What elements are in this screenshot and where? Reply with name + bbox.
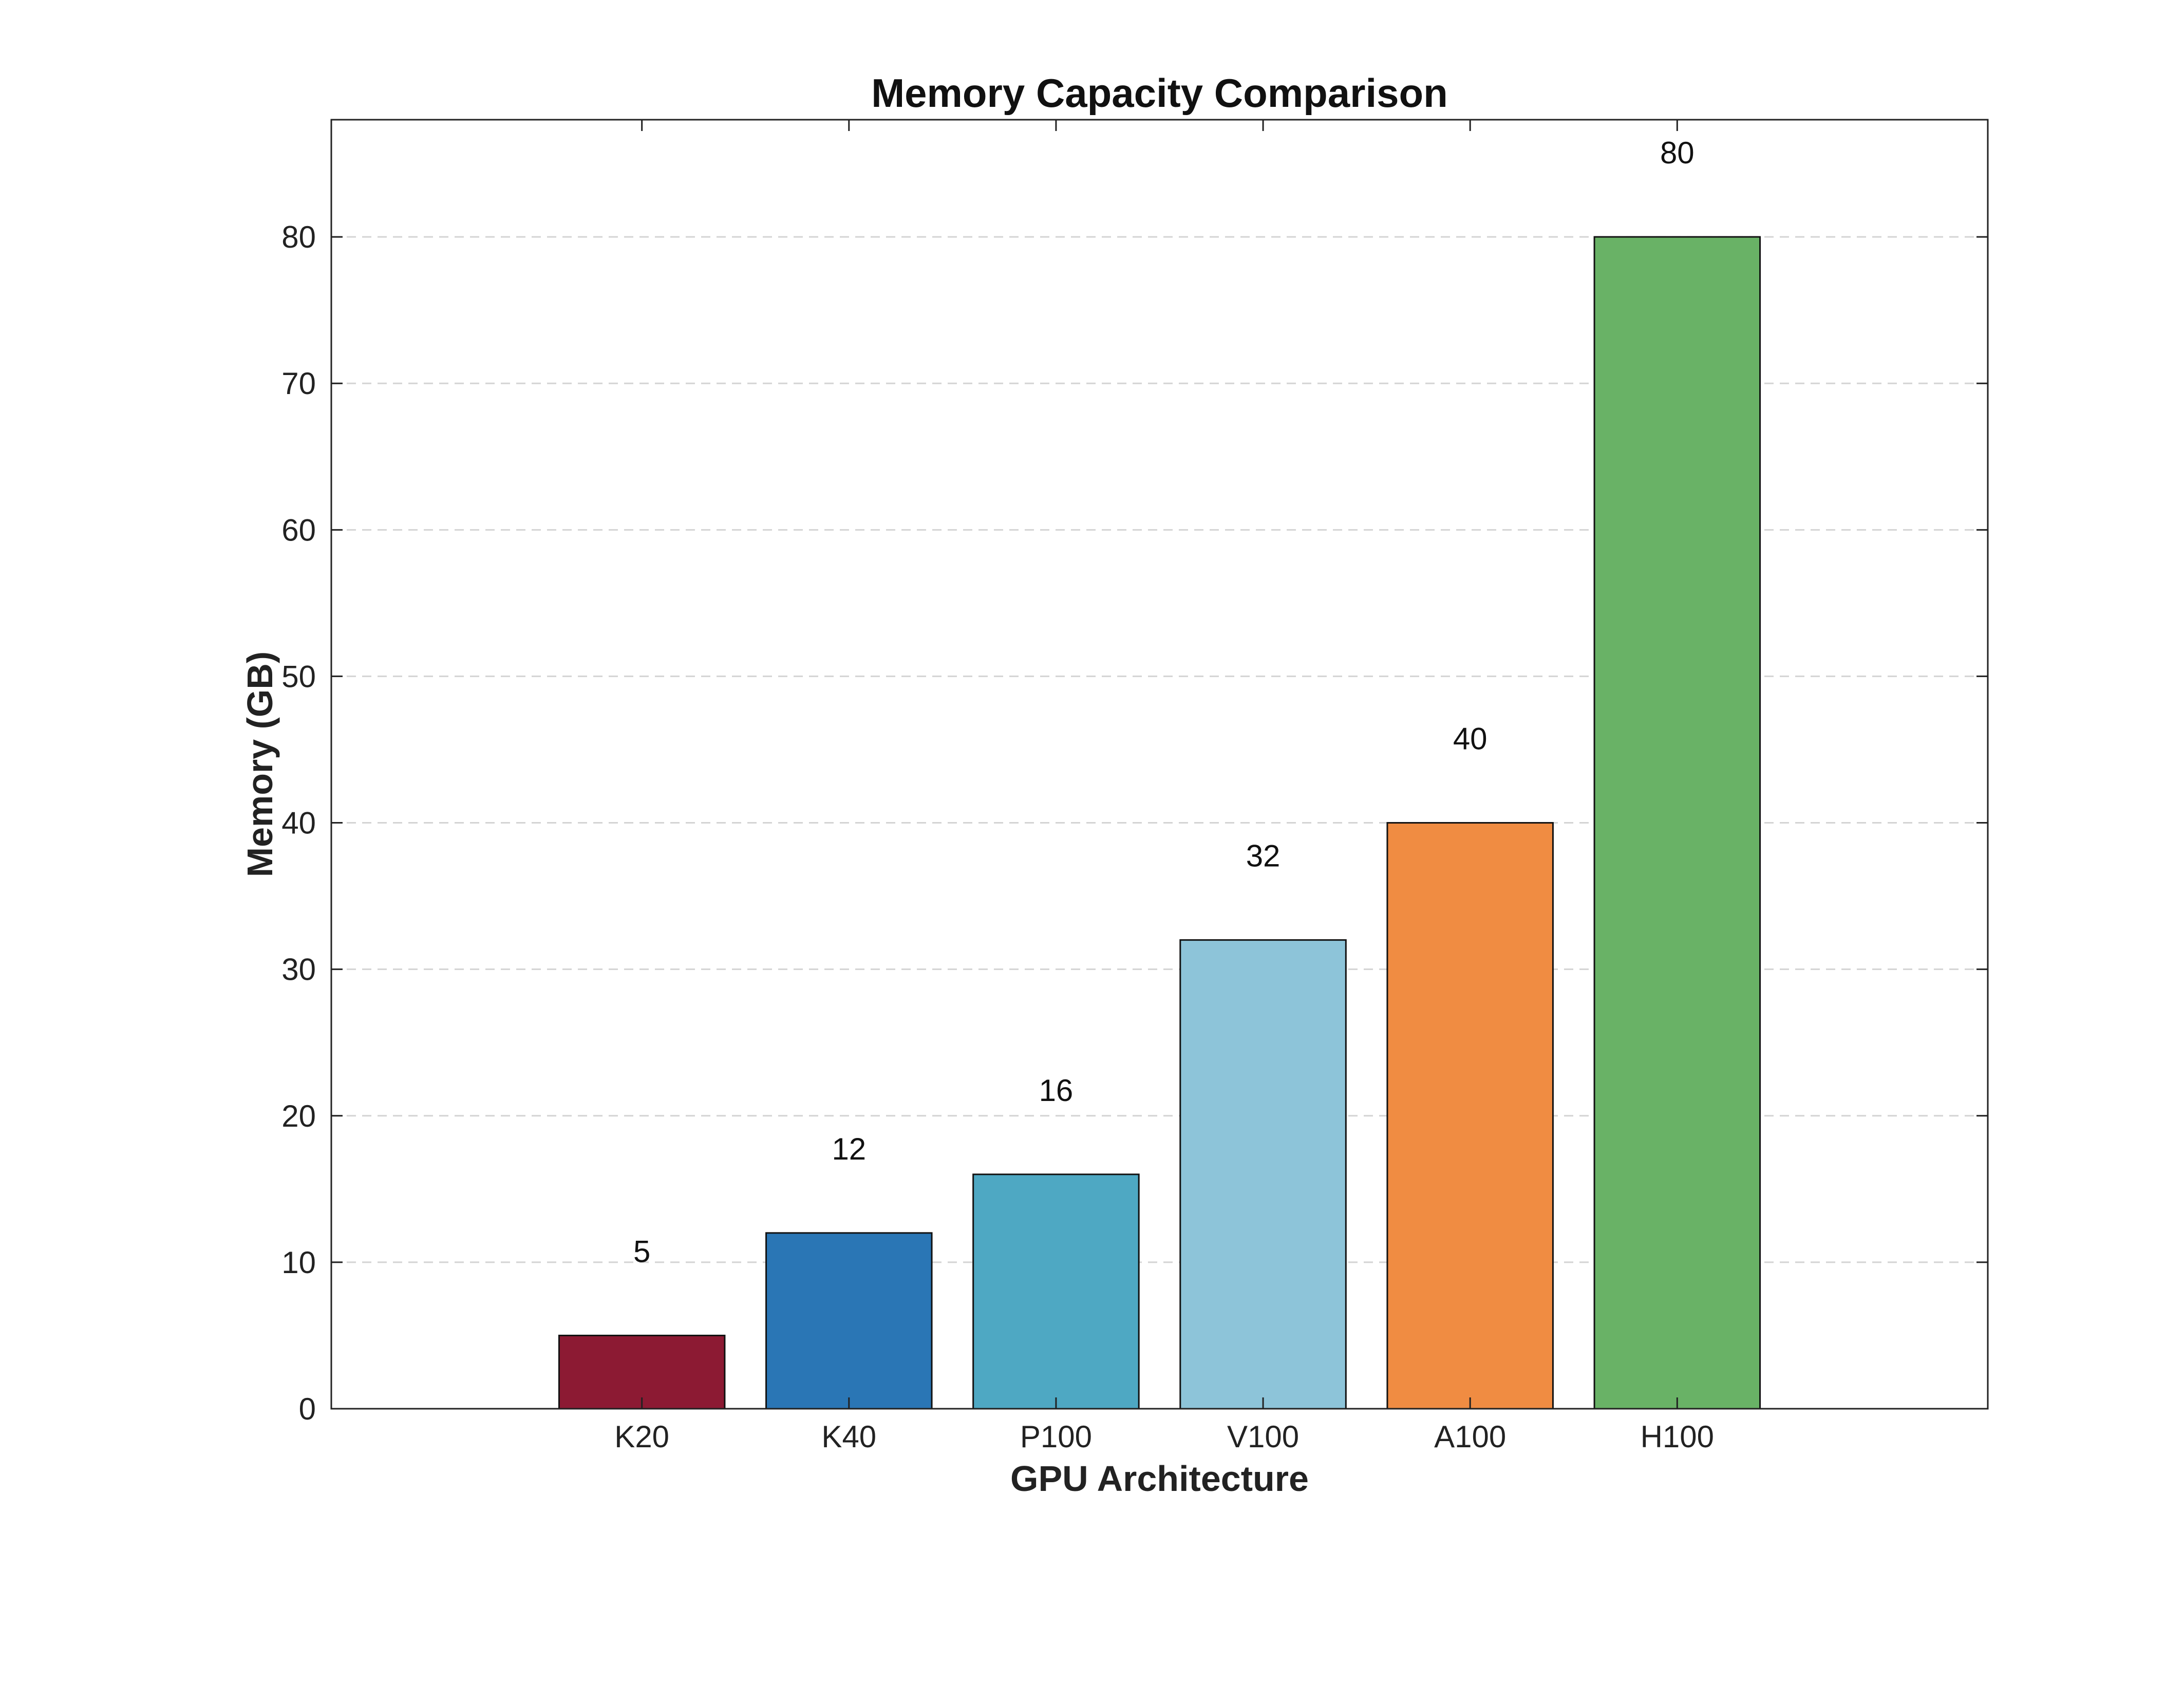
x-tick-label: P100 [1020,1420,1092,1454]
bar-k40 [765,1232,933,1410]
bar-k20 [558,1334,726,1410]
y-tick-label: 30 [281,953,316,987]
x-tick-label: A100 [1434,1420,1506,1454]
x-axis-label: GPU Architecture [1010,1459,1309,1499]
bar-a100 [1386,822,1554,1410]
y-tick-label: 60 [281,513,316,547]
bars [558,236,1761,1410]
plot-frame [330,119,1989,1410]
bar-p100 [972,1173,1140,1410]
y-tick-label: 70 [281,366,316,401]
data-label: 32 [1246,839,1281,873]
data-labels: 5 12 16 32 40 80 [633,136,1695,1268]
x-tick-label: K20 [614,1420,669,1454]
y-tick-label: 80 [281,220,316,254]
x-tick-label: H100 [1641,1420,1714,1454]
x-tick-label: K40 [821,1420,876,1454]
bar-v100 [1179,939,1347,1410]
data-label: 16 [1039,1073,1074,1108]
y-tick-label: 0 [299,1392,316,1426]
y-tick-label: 10 [281,1245,316,1280]
y-axis-label: Memory (GB) [240,651,280,877]
data-label: 80 [1660,136,1695,170]
data-label: 40 [1453,722,1488,756]
x-tick-label: V100 [1227,1420,1299,1454]
y-tick-label: 40 [281,806,316,841]
y-tick-label: 50 [281,659,316,694]
axis-ticks: 0 10 20 30 40 50 60 70 80 K20 K40 P100 V100 A100 H100 [281,120,1988,1454]
bar-h100 [1593,236,1761,1410]
data-label: 12 [832,1132,866,1166]
y-tick-label: 20 [281,1099,316,1133]
chart-title: Memory Capacity Comparison [871,70,1448,116]
data-label: 5 [633,1234,650,1268]
